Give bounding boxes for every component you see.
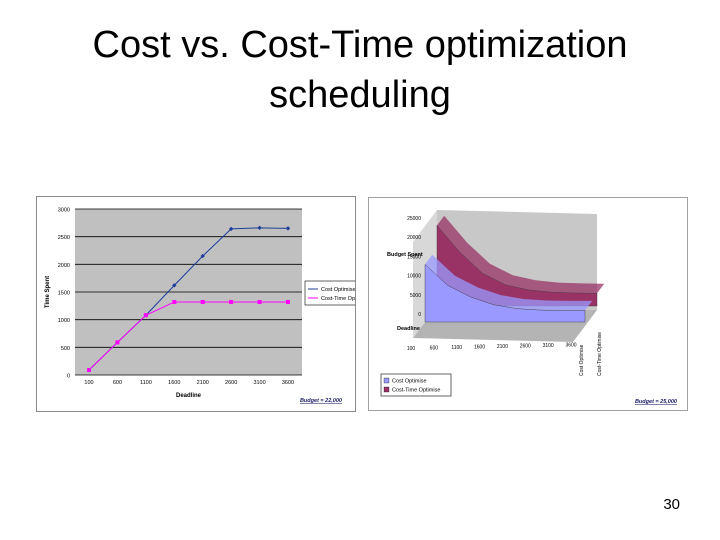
x-tick-label: 2100 [197, 380, 209, 386]
data-point [172, 283, 177, 288]
y-tick-label: 20000 [407, 235, 421, 241]
series-area [436, 224, 598, 307]
data-point [257, 299, 262, 304]
budget-annotation: Budget = 25,000 [635, 399, 677, 405]
x-tick-label: 3100 [543, 343, 554, 349]
y-tick-label: 2000 [58, 263, 70, 269]
data-point [87, 368, 91, 373]
x-axis-label: Deadline [397, 326, 420, 332]
data-point [172, 299, 177, 304]
y-axis-label: Budget Spent [387, 252, 423, 258]
cost-line-chart-svg: 0 500 1000 1500 2000 2500 3000 100 600 1100 1600 21… [45, 208, 386, 404]
x-tick-label: 2100 [497, 344, 508, 350]
legend-box [380, 373, 452, 397]
series-area [424, 263, 586, 323]
y-tick-label: 15000 [407, 254, 421, 260]
y-tick-label: 1000 [58, 318, 70, 324]
y-tick-label: 10000 [407, 274, 421, 280]
slide-title: Cost vs. Cost-Time optimization scheduli… [0, 20, 720, 120]
x-tick-label: 1600 [168, 380, 180, 386]
y-tick-label: 2500 [58, 235, 70, 241]
depth-axis-label: Cost Optimise [579, 344, 585, 376]
x-tick-label: 3600 [282, 380, 294, 386]
legend-swatch [383, 386, 390, 393]
slide-title-line-2: scheduling [269, 74, 451, 116]
data-point [200, 253, 205, 259]
page-number: 30 [663, 496, 680, 513]
x-tick-label: 2600 [225, 380, 237, 386]
slide-title-line-1: Cost vs. Cost-Time optimization [92, 24, 628, 66]
cost-line-chart: 0 500 1000 1500 2000 2500 3000 100 600 1100 1600 21… [36, 196, 386, 412]
x-tick-label: 1100 [140, 380, 152, 386]
x-tick-label: 600 [113, 380, 122, 386]
legend-swatch [383, 377, 390, 384]
x-tick-label: 1600 [474, 345, 485, 351]
data-point [115, 340, 120, 345]
data-point [143, 313, 148, 318]
y-tick-label: 3000 [58, 208, 70, 214]
data-point [285, 226, 291, 231]
x-tick-label: 1100 [451, 345, 462, 351]
series-top-face [437, 215, 605, 294]
legend-label: Cost Optimise [321, 287, 355, 293]
legend-label: Cost Optimise [392, 379, 427, 385]
data-point [286, 299, 290, 304]
y-tick-label: 5000 [410, 293, 421, 299]
x-tick-label: 2600 [520, 344, 531, 350]
y-tick-label: 500 [61, 346, 70, 352]
data-point [200, 299, 205, 304]
x-tick-label: 600 [430, 346, 439, 352]
data-point [228, 226, 234, 232]
data-point [257, 225, 262, 231]
budget-3d-area-chart: 0 5000 10000 15000 20000 25000 Budget Spent 100… [368, 197, 688, 411]
data-point [229, 299, 234, 304]
y-tick-label: 25000 [407, 216, 421, 222]
y-tick-label: 0 [418, 312, 421, 318]
x-tick-label: 100 [84, 380, 93, 386]
x-tick-label: 100 [407, 346, 416, 352]
y-tick-label: 0 [67, 374, 70, 380]
legend-label: Cost-Time Optimise [392, 388, 440, 394]
depth-axis-label: Cost-Time Optimise [597, 332, 603, 376]
budget-area-chart-svg: 0 5000 10000 15000 20000 25000 Budget Spent 100… [380, 210, 677, 405]
budget-annotation: Budget = 22,000 [300, 398, 342, 404]
x-axis-label: Deadline [176, 393, 202, 399]
y-axis-label: Time Spent [45, 276, 51, 308]
x-tick-label: 3100 [253, 380, 265, 386]
y-tick-label: 1500 [58, 291, 70, 297]
series-top-face [425, 254, 593, 311]
series-line [88, 301, 288, 371]
x-tick-label: 3600 [565, 343, 576, 349]
legend-label: Cost-Time Optimise [321, 296, 355, 302]
